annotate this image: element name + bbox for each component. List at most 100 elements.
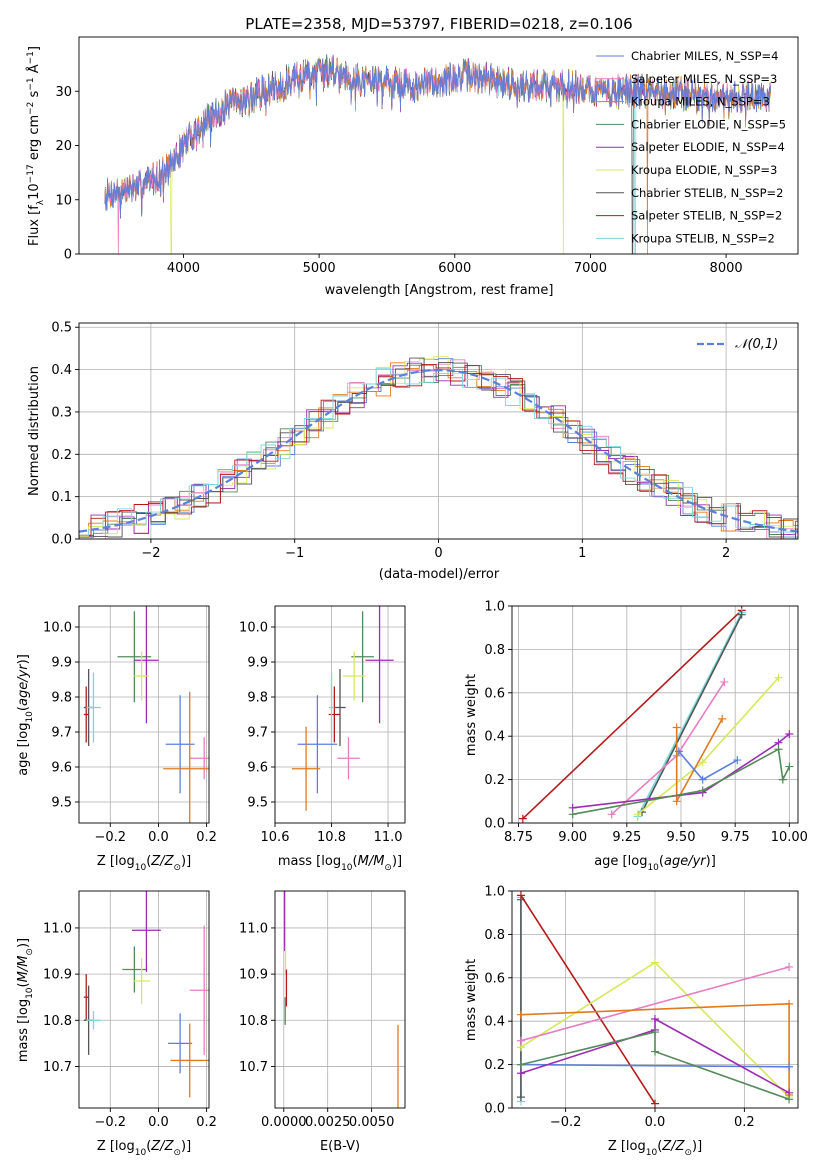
y-tick-label: 11.0 [43, 921, 72, 936]
svg-text:age [log10(age/yr)]: age [log10(age/yr)] [594, 854, 716, 873]
weight-point-marker [568, 810, 577, 819]
y-tick-label: 9.6 [51, 761, 72, 776]
y-tick-label: 10.0 [43, 621, 72, 636]
mass-z-ylabel: mass [log10(M/M⊙)] [16, 938, 35, 1062]
weight-point-marker [774, 745, 783, 754]
y-tick-label: 0.6 [484, 971, 505, 986]
weight-point-marker [651, 1028, 659, 1037]
age-z-ylabel: age [log10(age/yr)] [16, 654, 35, 776]
weight-series-line [611, 681, 725, 815]
x-tick-label: 0.2 [734, 1115, 755, 1130]
y-tick-label: 9.6 [247, 761, 268, 776]
weight-age-ylabel: mass weight [464, 674, 479, 756]
x-tick-label: −0.2 [550, 1115, 582, 1130]
spectrum-legend: Chabrier MILES, N_SSP=4 Salpeter MILES, N… [596, 49, 786, 245]
histogram-step [79, 358, 798, 539]
weight-z-xlabel: Z [log10(Z/Z⊙)] [608, 1139, 702, 1158]
age-mass-chart-frame [274, 605, 406, 824]
svg-text:Flux [fλ10−17 erg cm−2 s−1 Å−1: Flux [fλ10−17 erg cm−2 s−1 Å−1] [26, 46, 46, 246]
x-tick-label: 0.2 [196, 830, 217, 845]
weight-point-marker [651, 1047, 659, 1056]
y-tick-label: 0.8 [484, 928, 505, 943]
weight-point-marker [516, 1036, 525, 1045]
weight-point-marker [516, 1010, 525, 1019]
y-tick-label: 10.7 [43, 1060, 72, 1075]
y-tick-label: 9.8 [51, 691, 72, 706]
x-tick-label: −1 [285, 546, 304, 561]
legend-entry: 𝒩(0,1) [735, 337, 778, 352]
spectrum-chart-plot-area [104, 54, 771, 254]
y-tick-label: 0.2 [51, 448, 72, 463]
x-tick-label: 1 [578, 546, 586, 561]
weight-z-ylabel: mass weight [464, 959, 479, 1041]
x-tick-label: 9.00 [558, 830, 587, 845]
weight-point-marker [774, 673, 783, 682]
weight-series-line [522, 609, 743, 820]
legend-entry: Chabrier ELODIE, N_SSP=5 [631, 117, 786, 131]
x-tick-label: 8000 [710, 261, 743, 276]
mass-ebv-xlabel: E(B-V) [320, 1139, 360, 1154]
residual-ylabel: Normed distribution [27, 366, 42, 496]
weight-age-chart-frame [511, 605, 799, 824]
age-z-xlabel: Z [log10(Z/Z⊙)] [97, 854, 191, 873]
x-tick-label: 9.25 [612, 830, 641, 845]
mass-z-chart-frame [78, 890, 210, 1109]
y-tick-label: 9.9 [247, 656, 268, 671]
weight-point-marker [785, 1095, 794, 1104]
weight-z-chart: −0.2 0.0 0.2 0.0 0.2 0.4 0.6 0.8 1.0 [484, 885, 799, 1130]
age-z-chart-frame [78, 605, 210, 824]
gaussian-curve [79, 368, 798, 533]
weight-point-marker [607, 810, 616, 819]
weight-point-marker [633, 810, 642, 819]
y-tick-label: 0.0 [484, 817, 505, 832]
y-tick-label: 9.5 [51, 796, 72, 811]
mass-z-chart-plot-area [83, 891, 209, 1098]
y-tick-label: 0.2 [484, 773, 505, 788]
histogram-step [79, 367, 798, 539]
y-tick-label: 0.1 [51, 490, 72, 505]
age-z-chart-plot-area [83, 606, 209, 823]
x-tick-label: 10.6 [261, 830, 290, 845]
weight-point-marker [651, 1099, 659, 1108]
weight-z-chart-plot-area [516, 891, 794, 1108]
y-tick-label: 9.5 [247, 796, 268, 811]
weight-point-marker [698, 786, 707, 795]
spectrum-xlabel: wavelength [Angstrom, rest frame] [325, 283, 554, 298]
mass-z-chart: −0.2 0.0 0.2 10.7 10.8 10.9 11.0 [43, 890, 217, 1130]
weight-point-marker [733, 756, 742, 765]
y-tick-label: 10.9 [43, 968, 72, 983]
weight-point-marker [778, 775, 787, 784]
weight-point-marker [720, 677, 729, 686]
y-tick-label: 10 [55, 193, 72, 208]
residual-xlabel: (data-model)/error [379, 567, 500, 582]
spectrum-chart: 4000 5000 6000 7000 8000 0 10 20 30 [55, 36, 799, 276]
weight-point-marker [698, 775, 707, 784]
histogram-step [79, 356, 798, 537]
svg-text:mass [log10(M/M⊙)]: mass [log10(M/M⊙)] [278, 854, 402, 873]
weight-point-marker [651, 958, 659, 967]
svg-text:Z [log10(Z/Z⊙)]: Z [log10(Z/Z⊙)] [97, 854, 191, 873]
svg-text:Z [log10(Z/Z⊙)]: Z [log10(Z/Z⊙)] [608, 1139, 702, 1158]
svg-text:Z [log10(Z/Z⊙)]: Z [log10(Z/Z⊙)] [97, 1139, 191, 1158]
x-tick-label: −0.2 [95, 830, 127, 845]
weight-point-marker [785, 962, 794, 971]
weight-point-marker [737, 610, 746, 619]
legend-entry: Chabrier MILES, N_SSP=4 [631, 49, 778, 63]
y-tick-label: 0.5 [51, 321, 72, 336]
x-tick-label: −0.2 [95, 1115, 127, 1130]
x-tick-label: 0.2 [196, 1115, 217, 1130]
weight-point-marker [672, 723, 681, 732]
x-tick-label: 11.0 [374, 830, 403, 845]
residual-chart-plot-area [79, 356, 798, 539]
y-tick-label: 9.9 [51, 656, 72, 671]
x-tick-label: 0 [434, 546, 442, 561]
legend-entry: Kroupa MILES, N_SSP=3 [631, 95, 770, 109]
weight-age-chart: 8.75 9.00 9.25 9.50 9.75 10.00 0.0 0.2 0.4 0.6 0.8… [484, 600, 808, 846]
x-tick-label: 0.0000 [261, 1115, 307, 1130]
histogram-step [79, 363, 798, 539]
y-tick-label: 20 [55, 139, 72, 154]
weight-point-marker [674, 747, 683, 756]
x-tick-label: 10.8 [317, 830, 346, 845]
x-tick-label: 0.0 [148, 1115, 169, 1130]
